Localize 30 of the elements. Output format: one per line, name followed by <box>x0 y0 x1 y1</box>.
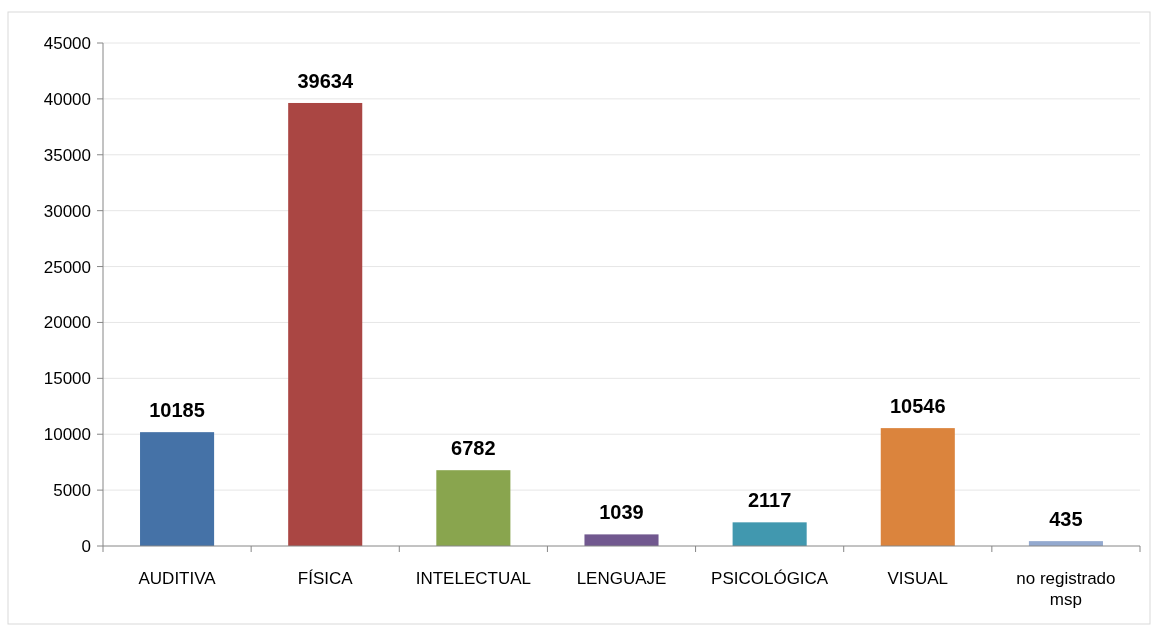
data-label: 39634 <box>297 69 354 92</box>
x-tick-label: INTELECTUAL <box>415 569 531 588</box>
bar <box>584 534 659 546</box>
x-tick-label: VISUAL <box>887 569 949 588</box>
data-label: 10546 <box>889 395 946 418</box>
y-tick-label: 20000 <box>43 313 91 333</box>
bar <box>140 432 215 546</box>
x-tick-label: PSICOLÓGICA <box>711 569 829 588</box>
x-tick-label: AUDITIVA <box>138 569 217 588</box>
y-tick-label: 25000 <box>43 257 91 277</box>
data-label: 6782 <box>451 437 496 460</box>
data-label: 1039 <box>599 501 644 524</box>
y-tick-label: 15000 <box>43 369 91 389</box>
y-tick-label: 30000 <box>43 201 91 221</box>
data-label: 10185 <box>149 399 205 422</box>
data-label: 435 <box>1049 508 1083 531</box>
x-tick-label: FÍSICA <box>297 569 354 588</box>
bar <box>732 522 807 546</box>
y-tick-label: 5000 <box>53 481 91 501</box>
x-tick-label: no registrado msp <box>1016 569 1116 610</box>
bar <box>288 102 363 546</box>
y-tick-label: 10000 <box>43 425 91 445</box>
y-tick-label: 0 <box>81 536 91 556</box>
y-tick-label: 35000 <box>43 145 91 165</box>
x-tick-label: LENGUAJE <box>576 569 667 588</box>
y-tick-label: 40000 <box>43 89 91 109</box>
data-label: 2117 <box>747 489 792 512</box>
y-tick-label: 45000 <box>43 33 91 53</box>
bar <box>436 470 511 546</box>
bar <box>880 428 955 546</box>
